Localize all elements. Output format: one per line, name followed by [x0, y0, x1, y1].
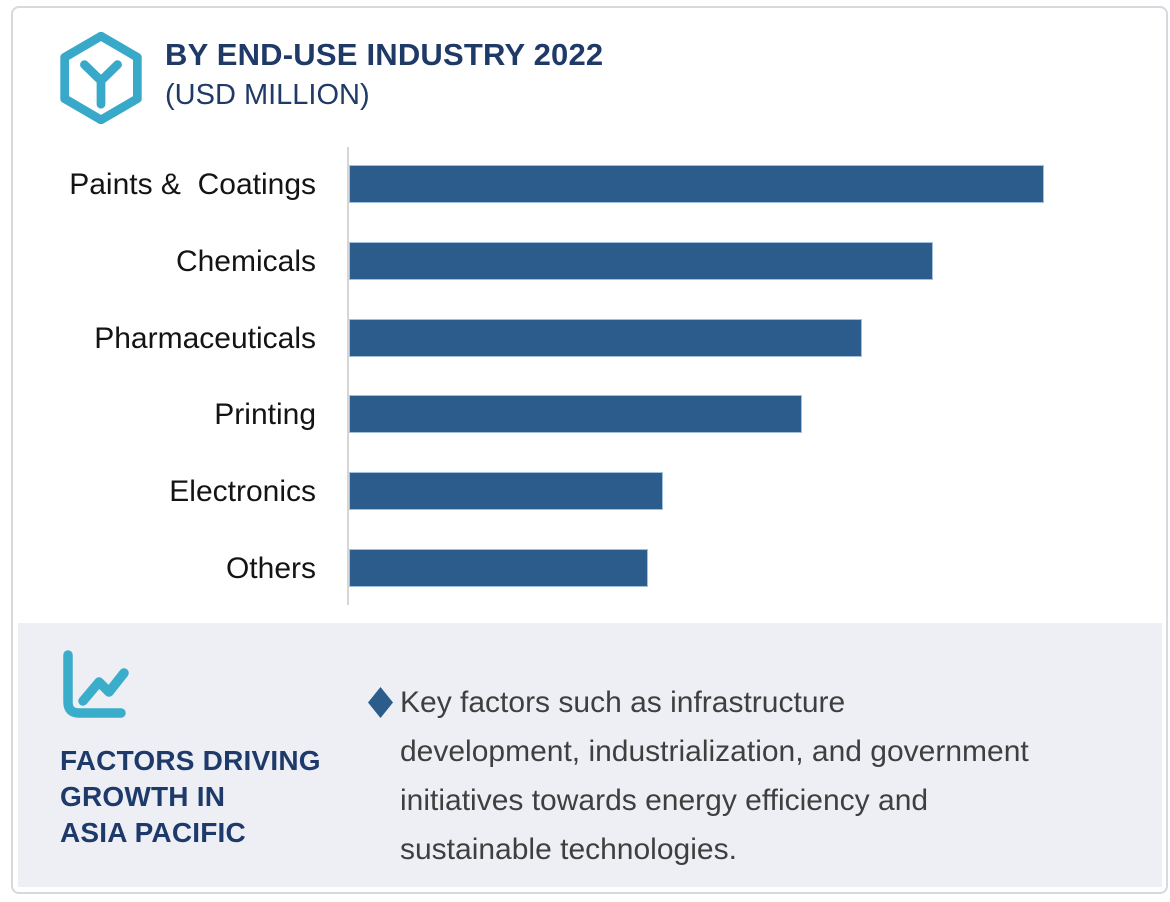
- chart-title: BY END-USE INDUSTRY 2022: [165, 37, 604, 72]
- category-label: Electronics: [169, 475, 316, 508]
- bar-chart: Paints & Coatings Chemicals Pharmaceutical…: [0, 147, 1170, 617]
- hexagon-y-icon: [60, 32, 142, 124]
- bar-row: Printing: [0, 395, 1170, 433]
- bar: [349, 319, 862, 357]
- category-label: Printing: [214, 398, 316, 431]
- bar-row: Electronics: [0, 472, 1170, 510]
- bar-row: Paints & Coatings: [0, 165, 1170, 203]
- bullet-text-line: sustainable technologies.: [400, 833, 737, 866]
- bar: [349, 549, 648, 587]
- factors-heading-line: FACTORS DRIVING: [60, 745, 321, 776]
- bullet-text: Key factors such as infrastructure develo…: [400, 678, 1160, 874]
- title-block: BY END-USE INDUSTRY 2022 (USD MILLION): [165, 34, 603, 114]
- bar-row: Chemicals: [0, 242, 1170, 280]
- bullet-text-line: initiatives towards energy efficiency an…: [400, 784, 929, 817]
- category-label: Chemicals: [175, 245, 316, 278]
- diamond-bullet-icon: [368, 687, 393, 718]
- bullet-text-line: development, industrialization, and gove…: [400, 735, 1029, 768]
- bullet-text-line: Key factors such as infrastructure: [400, 686, 846, 719]
- factors-heading-line: ASIA PACIFIC: [60, 817, 246, 848]
- category-axis-line: [347, 147, 349, 605]
- factors-heading: FACTORS DRIVING GROWTH IN ASIA PACIFIC: [60, 743, 321, 851]
- line-chart-icon: [63, 650, 129, 718]
- category-label: Pharmaceuticals: [94, 322, 316, 355]
- bar: [349, 395, 802, 433]
- factors-heading-line: GROWTH IN: [60, 781, 226, 812]
- bar: [349, 242, 933, 280]
- bar-row: Others: [0, 549, 1170, 587]
- chart-subtitle: (USD MILLION): [165, 79, 370, 111]
- factors-panel: FACTORS DRIVING GROWTH IN ASIA PACIFIC Key…: [18, 623, 1162, 887]
- bar: [349, 472, 663, 510]
- category-label: Others: [225, 552, 316, 585]
- category-label: Paints & Coatings: [69, 168, 316, 201]
- bar-row: Pharmaceuticals: [0, 319, 1170, 357]
- bar: [349, 165, 1044, 203]
